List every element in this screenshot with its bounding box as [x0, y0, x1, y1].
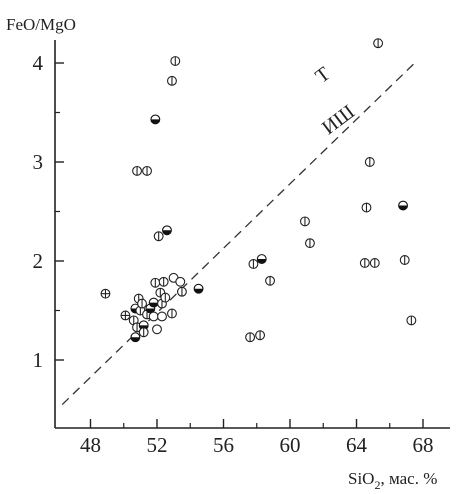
region-label-t: T — [311, 63, 334, 88]
data-point — [361, 202, 372, 213]
data-point — [130, 332, 141, 343]
data-point — [152, 324, 162, 335]
data-point — [176, 286, 187, 297]
data-point — [100, 288, 111, 299]
x-axis-title: SiO2, мас. % — [348, 469, 437, 492]
data-point — [148, 311, 159, 322]
data-point — [373, 38, 384, 49]
data-point — [150, 114, 161, 125]
x-tick-label: 56 — [213, 433, 234, 457]
data-point — [167, 75, 177, 86]
data-point — [193, 283, 204, 294]
axis-ticks: 1 2 3 4 48 52 56 60 64 68 — [33, 51, 434, 457]
data-point — [158, 276, 169, 287]
y-tick-label: 1 — [33, 348, 44, 372]
divider-line — [61, 62, 416, 406]
data-point — [256, 254, 267, 264]
data-point — [150, 277, 161, 288]
data-point — [175, 276, 186, 287]
data-point — [398, 200, 408, 211]
data-point — [255, 330, 266, 341]
data-point — [148, 297, 159, 308]
y-tick-label: 4 — [33, 51, 44, 75]
data-point — [399, 255, 410, 265]
plot-axes — [54, 40, 450, 429]
x-tick-label: 48 — [80, 433, 101, 457]
data-point — [162, 225, 172, 236]
x-tick-label: 64 — [346, 433, 368, 457]
data-points — [100, 38, 417, 343]
data-point — [132, 165, 143, 176]
x-tick-label: 52 — [147, 433, 168, 457]
data-point — [120, 310, 131, 321]
region-label-ish: ИШ — [318, 101, 359, 139]
data-point — [157, 311, 167, 322]
data-point — [167, 308, 177, 319]
data-point — [160, 292, 171, 303]
x-axis-title-main: SiO — [348, 469, 374, 488]
y-tick-label: 2 — [33, 249, 44, 273]
data-point — [359, 258, 370, 268]
data-point — [153, 231, 164, 242]
x-axis-title-unit: , мас. % — [380, 469, 437, 488]
data-point — [364, 157, 375, 167]
x-axis-title-subscript: 2 — [374, 478, 380, 492]
y-axis-title: FeO/MgO — [6, 15, 76, 34]
x-tick-label: 68 — [413, 433, 434, 457]
data-point — [138, 327, 149, 338]
data-point — [265, 275, 275, 286]
data-point — [248, 259, 259, 269]
data-point — [137, 298, 147, 309]
y-tick-label: 3 — [33, 150, 44, 174]
data-point — [369, 258, 380, 268]
data-point — [142, 165, 152, 176]
data-point — [406, 315, 417, 326]
data-point — [245, 332, 256, 343]
x-tick-label: 60 — [280, 433, 301, 457]
data-point — [305, 238, 315, 249]
data-point — [300, 216, 310, 227]
data-point — [170, 56, 181, 66]
